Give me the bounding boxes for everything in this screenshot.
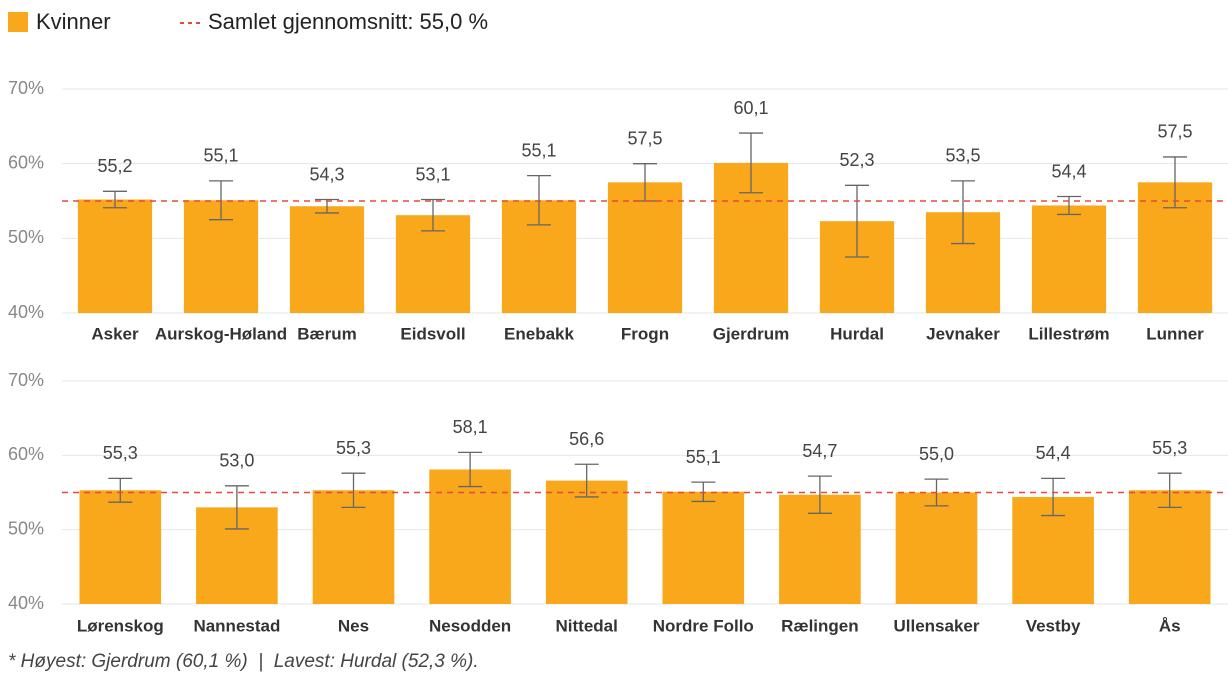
- value-label: 53,1: [415, 164, 450, 184]
- value-label: 56,6: [569, 429, 604, 449]
- value-label: 54,7: [802, 441, 837, 461]
- value-label: 57,5: [627, 128, 662, 148]
- bar: [79, 490, 162, 604]
- value-label: 55,0: [919, 444, 954, 464]
- value-label: 57,5: [1157, 122, 1192, 142]
- x-tick-label: Jevnaker: [926, 324, 1000, 343]
- error-bar: [739, 132, 763, 194]
- legend-label: Kvinner: [36, 9, 111, 34]
- x-tick-label: Nordre Follo: [653, 616, 754, 635]
- x-tick-label: Lørenskog: [77, 616, 164, 635]
- y-tick-label: 70%: [8, 370, 44, 390]
- error-bar: [103, 190, 127, 209]
- legend-label: Samlet gjennomsnitt: 55,0 %: [208, 9, 488, 34]
- bar: [895, 492, 978, 604]
- x-tick-label: Hurdal: [830, 324, 884, 343]
- x-tick-label: Ås: [1159, 616, 1181, 635]
- x-tick-label: Nannestad: [193, 616, 280, 635]
- bar: [1031, 205, 1107, 313]
- bar: [312, 490, 395, 604]
- x-tick-label: Nesodden: [429, 616, 511, 635]
- bar: [1128, 490, 1211, 604]
- error-bar: [845, 184, 869, 258]
- x-tick-label: Frogn: [621, 324, 669, 343]
- x-tick-label: Nittedal: [556, 616, 618, 635]
- bar: [429, 469, 511, 604]
- error-bar: [1157, 472, 1182, 509]
- footnote: * Høyest: Gjerdrum (60,1 %) | Lavest: Hu…: [8, 651, 479, 672]
- error-bar: [458, 451, 483, 488]
- x-tick-label: Bærum: [297, 324, 357, 343]
- value-label: 55,1: [203, 146, 238, 166]
- error-bar: [1163, 156, 1187, 209]
- bar: [662, 491, 745, 604]
- x-tick-label: Lunner: [1146, 324, 1204, 343]
- x-tick-label: Enebakk: [504, 324, 574, 343]
- x-tick-label: Rælingen: [781, 616, 858, 635]
- value-label: 53,0: [219, 451, 254, 471]
- value-label: 60,1: [733, 98, 768, 118]
- value-label: 54,4: [1051, 161, 1086, 181]
- y-tick-label: 50%: [8, 518, 44, 538]
- value-label: 55,3: [103, 443, 138, 463]
- y-tick-label: 60%: [8, 152, 44, 172]
- value-label: 52,3: [839, 150, 874, 170]
- x-tick-label: Vestby: [1026, 616, 1081, 635]
- legend-swatch: [8, 12, 28, 32]
- error-bar: [1057, 195, 1081, 216]
- x-tick-label: Ullensaker: [894, 616, 980, 635]
- error-bar: [574, 463, 599, 498]
- value-label: 53,5: [945, 146, 980, 166]
- x-tick-label: Nes: [338, 616, 369, 635]
- error-bar: [1041, 477, 1066, 517]
- x-tick-label: Asker: [91, 324, 139, 343]
- x-tick-label: Eidsvoll: [400, 324, 465, 343]
- y-tick-label: 40%: [8, 593, 44, 613]
- value-label: 58,1: [453, 417, 488, 437]
- value-label: 55,1: [521, 140, 556, 160]
- error-bar: [224, 485, 249, 530]
- error-bar: [341, 472, 366, 509]
- value-label: 54,3: [309, 164, 344, 184]
- error-bar: [108, 477, 133, 503]
- value-label: 55,2: [97, 156, 132, 176]
- bar: [607, 182, 683, 313]
- bar: [289, 206, 365, 313]
- error-bar: [807, 475, 832, 514]
- bar: [77, 199, 153, 313]
- error-bar: [421, 198, 445, 232]
- y-tick-label: 60%: [8, 444, 44, 464]
- x-tick-label: Gjerdrum: [713, 324, 790, 343]
- value-label: 55,1: [686, 447, 721, 467]
- value-label: 55,3: [1152, 438, 1187, 458]
- y-tick-label: 40%: [8, 302, 44, 322]
- value-label: 54,4: [1036, 443, 1071, 463]
- x-tick-label: Lillestrøm: [1028, 324, 1109, 343]
- bar: [545, 480, 628, 604]
- error-bar: [951, 180, 975, 245]
- x-tick-label: Aurskog-Høland: [155, 324, 287, 343]
- value-label: 55,3: [336, 438, 371, 458]
- y-tick-label: 70%: [8, 78, 44, 98]
- y-tick-label: 50%: [8, 227, 44, 247]
